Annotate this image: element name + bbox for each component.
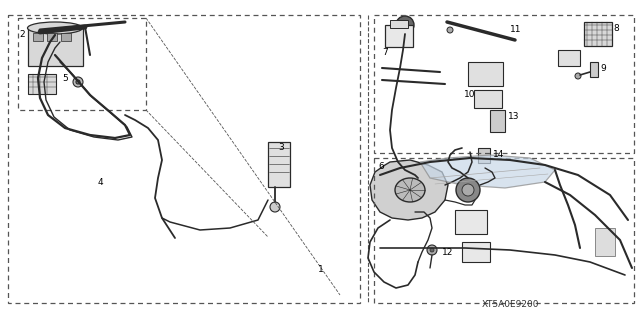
Ellipse shape: [395, 178, 425, 202]
Bar: [28, 28, 83, 66]
Bar: [490, 110, 505, 132]
Bar: [374, 158, 634, 303]
Bar: [590, 62, 598, 77]
Text: 5: 5: [62, 74, 68, 83]
Bar: [558, 50, 580, 66]
Bar: [468, 62, 503, 86]
Ellipse shape: [28, 22, 83, 34]
Text: 1: 1: [318, 265, 324, 274]
Text: XT5A0E9200: XT5A0E9200: [481, 300, 539, 309]
Text: 7: 7: [382, 48, 388, 57]
Circle shape: [76, 80, 80, 84]
Circle shape: [73, 77, 83, 87]
Text: 2: 2: [19, 30, 24, 39]
Bar: [47, 33, 57, 41]
Circle shape: [396, 16, 414, 34]
Text: 9: 9: [600, 64, 605, 73]
Text: 10: 10: [464, 90, 476, 99]
Bar: [455, 210, 487, 234]
Bar: [268, 142, 290, 187]
Circle shape: [430, 248, 434, 252]
Circle shape: [447, 27, 453, 33]
Bar: [390, 20, 408, 28]
Circle shape: [462, 184, 474, 196]
Bar: [385, 25, 413, 47]
Bar: [18, 18, 146, 110]
Circle shape: [270, 202, 280, 212]
Polygon shape: [420, 155, 555, 188]
Circle shape: [456, 178, 480, 202]
Polygon shape: [370, 160, 448, 220]
Bar: [61, 33, 71, 41]
Circle shape: [427, 245, 437, 255]
Text: 6: 6: [378, 162, 384, 171]
Bar: [33, 33, 43, 41]
Text: 13: 13: [508, 112, 520, 121]
Bar: [478, 148, 490, 163]
Text: 14: 14: [493, 150, 504, 159]
Text: 8: 8: [613, 24, 619, 33]
Bar: [462, 242, 490, 262]
Text: 3: 3: [278, 143, 284, 152]
Text: 11: 11: [510, 25, 522, 34]
Text: 4: 4: [98, 178, 104, 187]
Bar: [474, 90, 502, 108]
Bar: [584, 22, 612, 46]
Bar: [374, 15, 634, 153]
Bar: [28, 74, 56, 94]
Circle shape: [575, 73, 581, 79]
Text: 12: 12: [442, 248, 453, 257]
Bar: [595, 228, 615, 256]
Bar: [8, 15, 360, 303]
